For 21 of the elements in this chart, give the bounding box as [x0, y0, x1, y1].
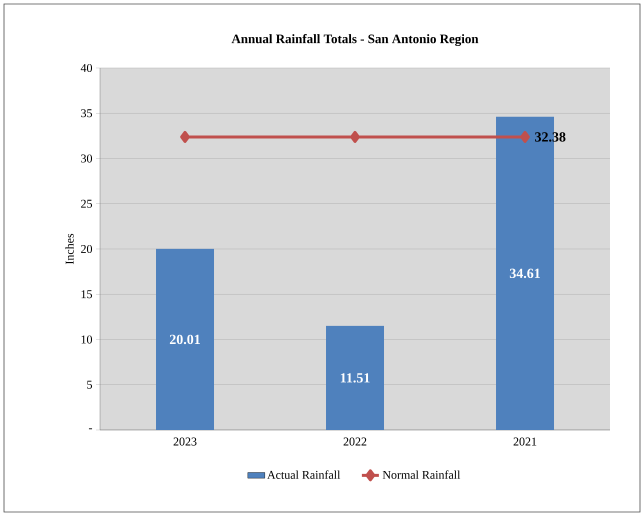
y-tick-label: 15 [82, 290, 92, 298]
y-tick-label: 25 [81, 200, 92, 208]
x-tick-label: 2022 [344, 438, 366, 446]
y-tick-label: 30 [81, 154, 92, 163]
y-tick-label: 5 [87, 380, 92, 389]
data-label: 20.01 [170, 334, 200, 344]
y-axis-title: Inches [65, 234, 74, 264]
y-tick-label: 35 [81, 109, 92, 118]
y-tick-label: - [88, 428, 92, 430]
bar [326, 326, 384, 430]
bar [156, 248, 214, 430]
legend-label: Normal Rainfall [382, 470, 460, 479]
data-label: 34.61 [510, 268, 540, 278]
chart-title: Annual Rainfall Totals - San Antonio Region [232, 34, 478, 46]
y-tick-label: 10 [82, 335, 92, 344]
y-tick-label: 40 [80, 64, 92, 72]
y-tick-label: 20 [81, 244, 92, 254]
legend-label: Actual Rainfall [267, 470, 340, 479]
x-tick-label: 2021 [514, 438, 536, 446]
x-tick-label: 2023 [174, 438, 196, 446]
data-label: 11.51 [340, 373, 370, 383]
